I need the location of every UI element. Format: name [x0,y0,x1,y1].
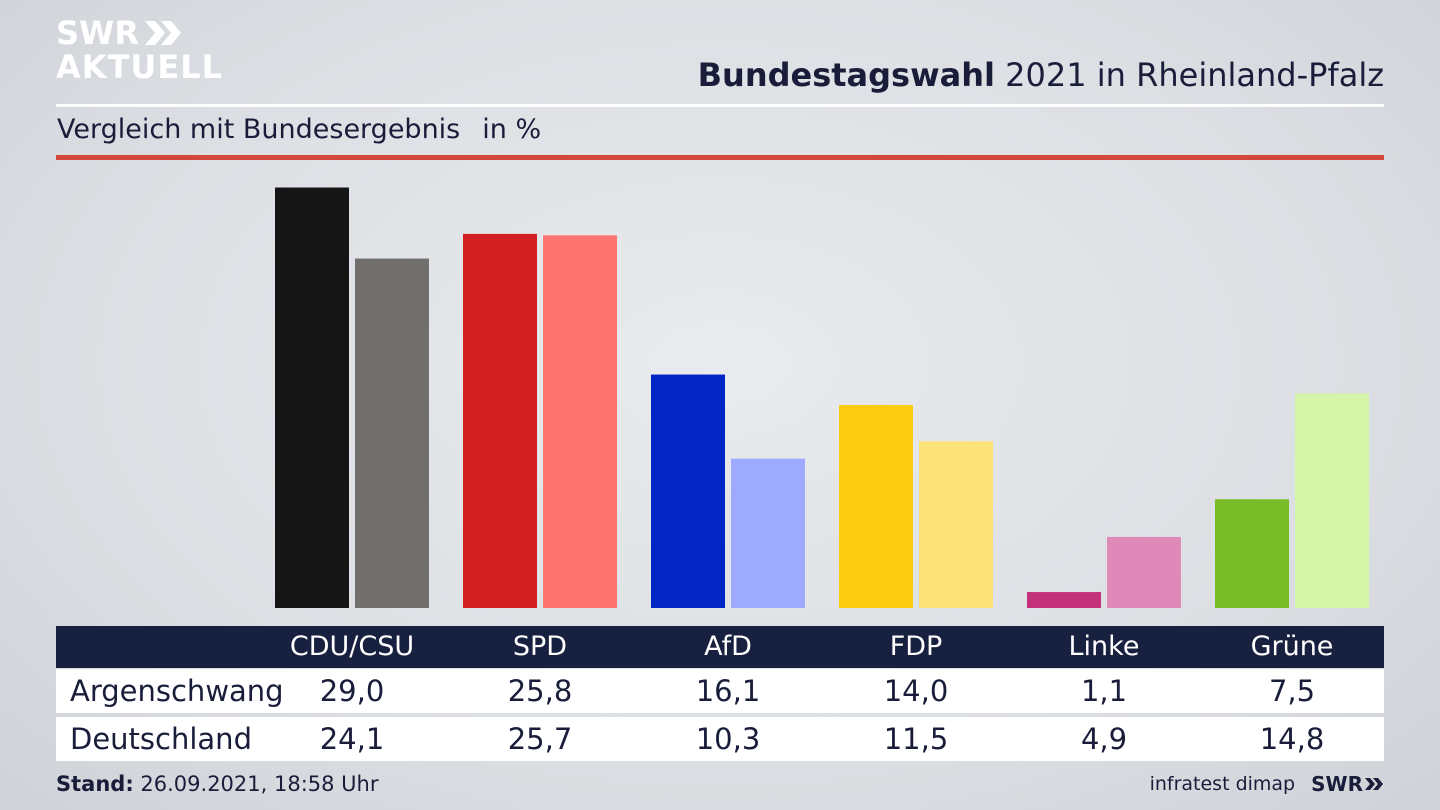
title-bold: Bundestagswahl [697,56,995,94]
row-label: Argenschwang [70,674,284,708]
value-deutschland-fdp: 11,5 [883,722,949,756]
bar-afd-argenschwang [651,374,725,608]
double-chevron-icon [1365,778,1383,790]
column-header-afd: AfD [704,631,752,662]
unit-label: in % [482,114,542,145]
bar-cdu-csu-deutschland [355,258,429,608]
swr-brand-text: SWR [1311,772,1363,796]
bar-gr-ne-deutschland [1295,393,1369,608]
bar-fdp-deutschland [919,441,993,608]
row-label: Deutschland [70,722,252,756]
source-text: infratest dimap [1149,773,1296,795]
header-divider [56,104,1384,107]
logo-swr-text: SWR [56,14,139,52]
value-deutschland-cdu-csu: 24,1 [319,722,385,756]
logo-aktuell-text: AKTUELL [56,48,224,86]
value-deutschland-spd: 25,7 [507,722,573,756]
value-argenschwang-spd: 25,8 [507,674,573,708]
swr-brand-logo: SWR [1311,772,1384,796]
value-deutschland-afd: 10,3 [695,722,761,756]
bar-cdu-csu-argenschwang [275,187,349,608]
bar-gr-ne-argenschwang [1215,499,1289,608]
bar-afd-deutschland [731,458,805,608]
column-header-gr-ne: Grüne [1250,631,1334,662]
swr-aktuell-logo: SWR AKTUELL [56,16,223,84]
bar-linke-argenschwang [1027,592,1101,608]
value-deutschland-gr-ne: 14,8 [1259,722,1325,756]
value-argenschwang-fdp: 14,0 [883,674,949,708]
column-header-fdp: FDP [889,631,943,662]
column-header-spd: SPD [512,631,568,662]
bar-linke-deutschland [1107,536,1181,608]
stand-label: Stand: [56,772,134,796]
table-row-argenschwang: Argenschwang 29,0 25,8 16,1 14,0 1,1 7,5 [56,669,1384,713]
column-header-cdu-csu: CDU/CSU [289,631,415,662]
value-argenschwang-linke: 1,1 [1080,674,1128,708]
page-title: Bundestagswahl 2021 in Rheinland-Pfalz [698,56,1384,94]
bar-spd-argenschwang [463,233,537,608]
value-deutschland-linke: 4,9 [1080,722,1128,756]
column-header-linke: Linke [1068,631,1140,662]
accent-divider [56,155,1384,160]
value-argenschwang-gr-ne: 7,5 [1268,674,1316,708]
table-header: CDU/CSU SPD AfD FDP Linke Grüne [56,626,1384,668]
title-rest: 2021 in Rheinland-Pfalz [995,56,1384,94]
subtitle-text: Vergleich mit Bundesergebnis [57,114,461,145]
bar-spd-deutschland [543,235,617,608]
stand-value: 26.09.2021, 18:58 Uhr [133,772,379,796]
bar-fdp-argenschwang [839,405,913,608]
source-credit: infratest dimap SWR [1150,772,1384,796]
chart-subtitle: Vergleich mit Bundesergebnis in % [57,114,541,145]
value-argenschwang-afd: 16,1 [695,674,761,708]
double-chevron-icon [144,21,181,45]
value-argenschwang-cdu-csu: 29,0 [319,674,385,708]
timestamp: Stand: 26.09.2021, 18:58 Uhr [56,772,379,796]
table-row-deutschland: Deutschland 24,1 25,7 10,3 11,5 4,9 14,8 [56,717,1384,761]
